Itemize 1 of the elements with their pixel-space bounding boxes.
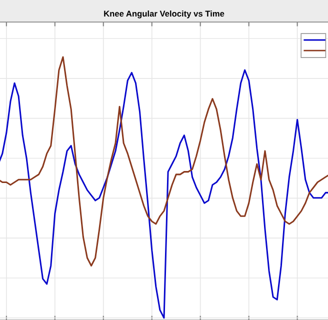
chart-title: Knee Angular Velocity vs Time: [104, 10, 224, 18]
